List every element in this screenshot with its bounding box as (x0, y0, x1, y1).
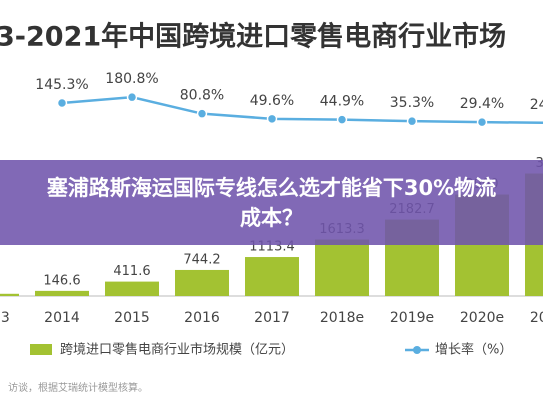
bar-label: 146.6 (43, 273, 80, 288)
legend-swatch (413, 346, 421, 354)
x-tick-label: 2013 (0, 310, 10, 326)
x-tick-label: 2016 (184, 310, 220, 326)
x-tick-label: 2015 (114, 310, 150, 326)
growth-point (406, 115, 418, 127)
growth-point (476, 116, 488, 128)
chart-title: 3-2021年中国跨境进口零售电商行业市场 (0, 21, 506, 53)
growth-point (266, 113, 278, 125)
bar (315, 239, 369, 296)
growth-label: 24.8% (530, 97, 543, 113)
growth-point (126, 91, 138, 103)
growth-label: 49.6% (250, 93, 294, 109)
growth-label: 80.8% (180, 88, 224, 104)
bar (105, 281, 159, 296)
bar (35, 290, 89, 296)
bar (245, 257, 299, 296)
x-tick-label: 2020e (460, 310, 504, 326)
growth-label: 29.4% (460, 96, 504, 112)
source: 访谈，根据艾瑞统计模型核算。 (8, 381, 148, 394)
x-tick-label: 2014 (44, 310, 80, 326)
x-tick-label: 2017 (254, 310, 290, 326)
bar (0, 293, 19, 296)
growth-point (196, 108, 208, 119)
banner: 塞浦路斯海运国际专线怎么选才能省下30%物流成本？ (0, 160, 543, 245)
x-tick-label: 2021e (530, 310, 543, 326)
growth-label: 180.8% (105, 71, 158, 87)
growth-point (336, 114, 348, 125)
growth-label: 44.9% (320, 94, 364, 110)
x-tick-label: 2019e (390, 310, 434, 326)
growth-point (56, 97, 68, 109)
legend-label: 增长率（%） (435, 342, 512, 358)
bar-label: 744.2 (183, 252, 220, 267)
growth-line (61, 95, 543, 125)
bar (175, 269, 229, 296)
legend-label: 跨境进口零售电商行业市场规模（亿元） (60, 342, 294, 358)
growth-label: 35.3% (390, 95, 434, 111)
bar-label: 411.6 (113, 264, 150, 279)
growth-label: 145.3% (35, 77, 88, 93)
legend-swatch (30, 344, 52, 355)
banner-text: 塞浦路斯海运国际专线怎么选才能省下30%物流成本？ (46, 175, 497, 230)
x-tick-label: 2018e (320, 310, 364, 326)
